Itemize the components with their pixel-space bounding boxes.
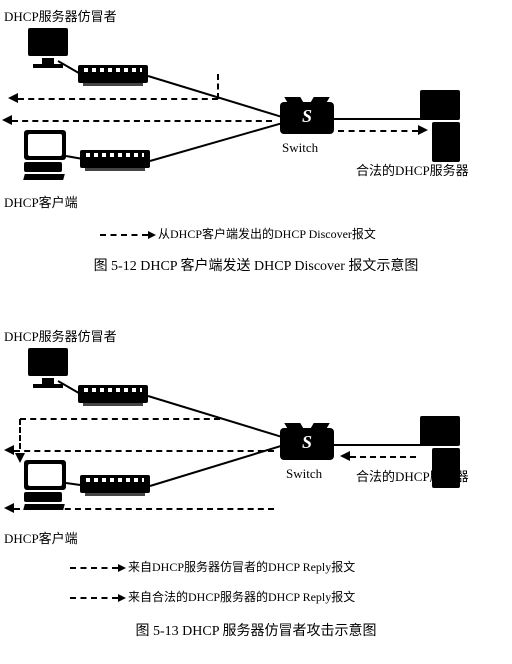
- legend-text: 来自合法的DHCP服务器的DHCP Reply报文: [128, 590, 355, 604]
- legend-reply-server: 来自合法的DHCP服务器的DHCP Reply报文: [70, 588, 355, 605]
- arrow-icon: [340, 451, 350, 461]
- arrow-icon: [4, 445, 14, 455]
- dashed-arrow: [217, 74, 219, 99]
- edge: [334, 444, 422, 446]
- figure-5-13: DHCP服务器仿冒者 DHCP客户端 S Switch 合法的DHCP服务器 来…: [0, 320, 512, 664]
- modem-bottom: [80, 475, 150, 496]
- dashed-arrow: [14, 450, 274, 452]
- legend-text: 来自DHCP服务器仿冒者的DHCP Reply报文: [128, 560, 355, 574]
- dhcp-client: [24, 130, 66, 180]
- arrow-icon: [418, 125, 428, 135]
- dashed-arrow: [20, 418, 220, 420]
- arrow-icon: [8, 93, 18, 103]
- switch-node: S: [280, 102, 334, 134]
- client-label: DHCP客户端: [4, 528, 78, 547]
- edge: [150, 121, 285, 162]
- legend-reply-impostor: 来自DHCP服务器仿冒者的DHCP Reply报文: [70, 558, 355, 575]
- dashed-arrow: [12, 120, 272, 122]
- impostor-label: DHCP服务器仿冒者: [4, 6, 117, 25]
- dhcp-client: [24, 460, 66, 510]
- figure1-caption: 图 5-12 DHCP 客户端发送 DHCP Discover 报文示意图: [0, 255, 512, 275]
- impostor-label: DHCP服务器仿冒者: [4, 326, 117, 345]
- dashed-arrow: [18, 98, 218, 100]
- figure-5-12: DHCP服务器仿冒者 DHCP客户端 S Switch 合法的DHCP服务器 从…: [0, 0, 512, 310]
- modem-top: [78, 385, 148, 406]
- edge: [148, 395, 282, 438]
- modem-bottom: [80, 150, 150, 171]
- figure2-caption: 图 5-13 DHCP 服务器仿冒者攻击示意图: [0, 620, 512, 640]
- dashed-arrow: [19, 419, 21, 449]
- legend-discover: 从DHCP客户端发出的DHCP Discover报文: [100, 225, 376, 242]
- dashed-arrow: [350, 456, 416, 458]
- dashed-arrow: [14, 508, 274, 510]
- switch-node: S: [280, 428, 334, 460]
- arrow-icon: [15, 453, 25, 463]
- arrow-icon: [2, 115, 12, 125]
- client-label: DHCP客户端: [4, 192, 78, 211]
- legend-text: 从DHCP客户端发出的DHCP Discover报文: [158, 227, 376, 241]
- dashed-arrow: [338, 130, 418, 132]
- switch-label: Switch: [282, 140, 318, 156]
- modem-top: [78, 65, 148, 86]
- arrow-icon: [4, 503, 14, 513]
- server-label: 合法的DHCP服务器: [356, 160, 469, 179]
- switch-label: Switch: [286, 466, 322, 482]
- edge: [148, 75, 282, 118]
- server-label: 合法的DHCP服务器: [356, 466, 469, 485]
- edge: [334, 118, 422, 120]
